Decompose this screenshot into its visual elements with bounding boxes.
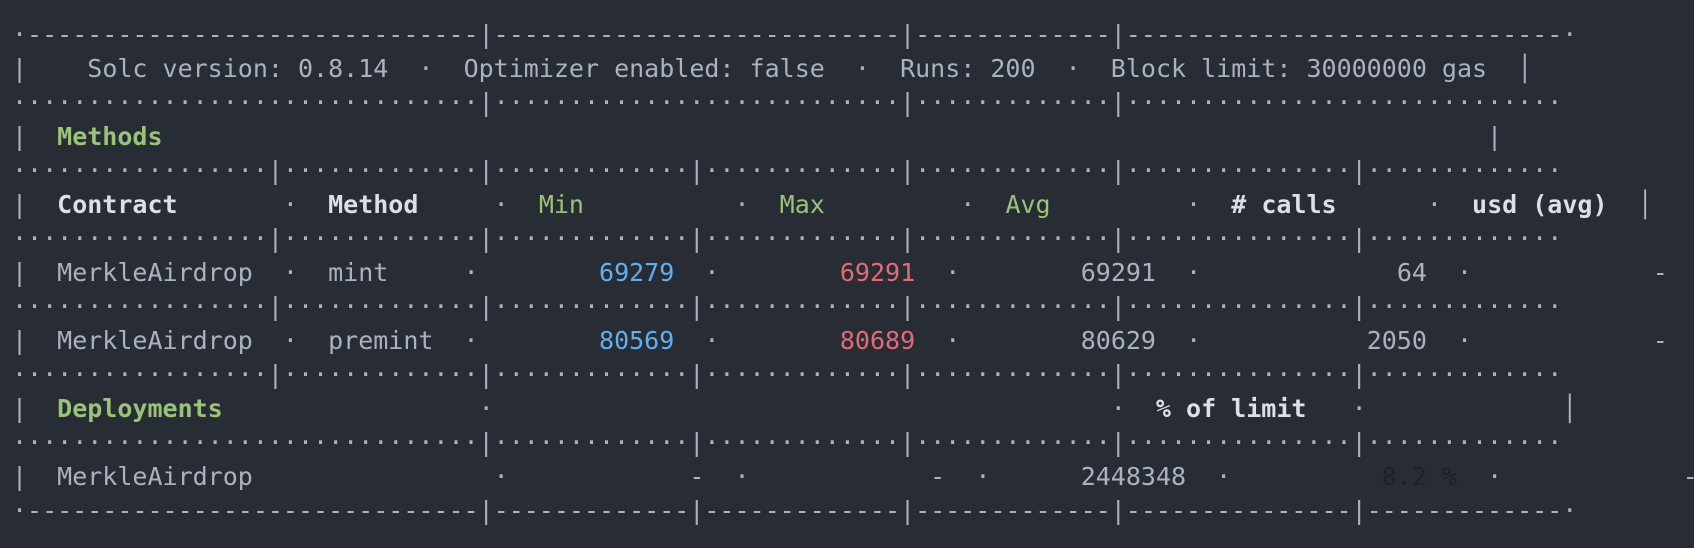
block-limit: Block limit: 30000000 gas — [1110, 54, 1488, 83]
row-avg: 69291 — [1080, 258, 1156, 287]
table-row: | MerkleAirdrop · premint · 80569 · 8068… — [12, 326, 1668, 355]
deployment-row: | MerkleAirdrop · - · - · 2448348 · 8.2 … — [12, 460, 1694, 494]
row-max: 69291 — [839, 258, 916, 287]
methods-header-row: | Contract · Method · Min · Max · Avg · … — [12, 190, 1653, 219]
row-calls: 2050 — [1366, 326, 1427, 355]
deploy-contract: MerkleAirdrop — [57, 462, 253, 491]
row-method: premint — [328, 326, 434, 355]
border-top: ·------------------------------|--------… — [12, 20, 1578, 49]
gas-report: ·------------------------------|--------… — [12, 18, 1694, 528]
header-contract: Contract — [57, 190, 178, 219]
deploy-usd: - — [1683, 462, 1694, 491]
header-usd: usd (avg) — [1472, 190, 1608, 219]
header-max: Max — [779, 190, 825, 219]
row-min: 69279 — [599, 258, 675, 287]
runs-count: Runs: 200 — [900, 54, 1036, 83]
row-method: mint — [328, 258, 389, 287]
header-calls: # calls — [1231, 190, 1337, 219]
deploy-percent: 8.2 % — [1381, 462, 1457, 491]
row-contract: MerkleAirdrop — [57, 258, 253, 287]
row-usd: - — [1652, 326, 1668, 355]
methods-title: Methods — [57, 122, 163, 151]
deployments-title: Deployments — [57, 394, 223, 423]
header-method: Method — [328, 190, 419, 219]
divider: ·················|·············|········… — [12, 360, 1563, 389]
deploy-min: - — [689, 462, 705, 491]
methods-title-row: | Methods | — [12, 122, 1503, 151]
deploy-max: - — [930, 462, 946, 491]
deploy-avg: 2448348 — [1080, 462, 1187, 491]
solc-version: Solc version: 0.8.14 — [87, 54, 389, 83]
header-percent-of-limit: % of limit — [1155, 394, 1307, 423]
row-max: 80689 — [839, 326, 916, 355]
row-usd: - — [1652, 258, 1668, 287]
divider: ·······························|········… — [12, 428, 1563, 457]
config-row: | Solc version: 0.8.14 · Optimizer enabl… — [12, 54, 1533, 83]
row-contract: MerkleAirdrop — [57, 326, 253, 355]
divider: ·················|·············|········… — [12, 292, 1563, 321]
row-calls: 64 — [1396, 258, 1427, 287]
header-min: Min — [538, 190, 584, 219]
optimizer-status: Optimizer enabled: false — [463, 54, 825, 83]
border-bottom: ·------------------------------|--------… — [12, 496, 1578, 525]
deployments-title-row: | Deployments · · % of limit · │ — [12, 394, 1578, 423]
row-min: 80569 — [599, 326, 675, 355]
divider: ·······························|········… — [12, 88, 1563, 117]
divider: ·················|·············|········… — [12, 156, 1563, 185]
row-avg: 80629 — [1080, 326, 1156, 355]
divider: ·················|·············|········… — [12, 224, 1563, 253]
table-row: | MerkleAirdrop · mint · 69279 · 69291 ·… — [12, 258, 1668, 287]
header-avg: Avg — [1005, 190, 1051, 219]
